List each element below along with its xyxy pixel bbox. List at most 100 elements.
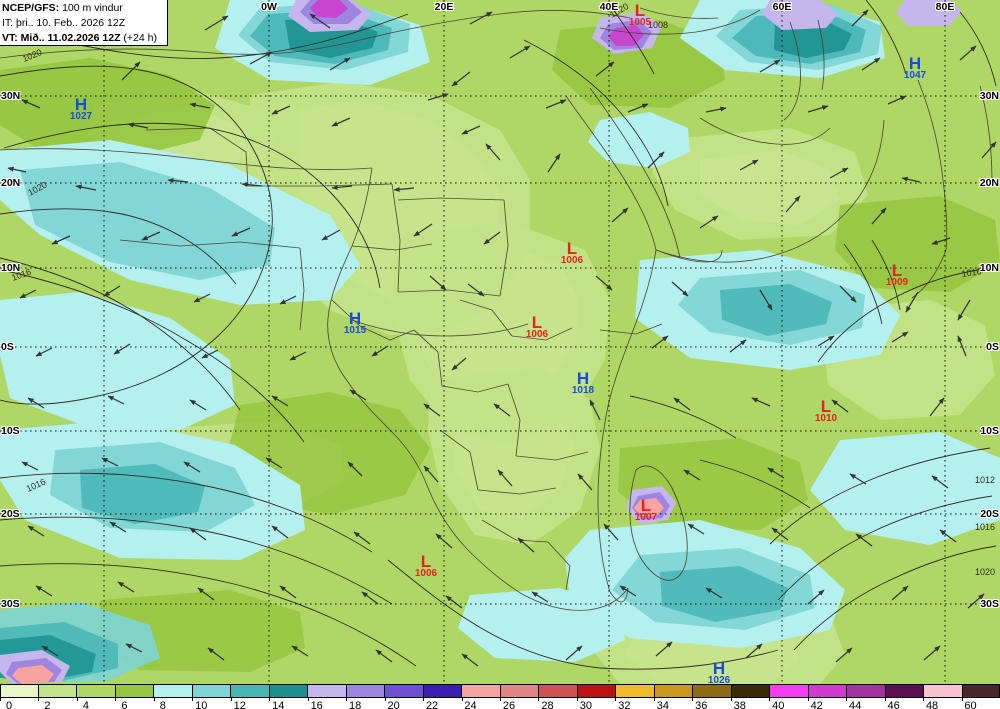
colorbar-band[interactable] bbox=[38, 684, 77, 698]
colorbar-tick-label: 32 bbox=[618, 700, 631, 709]
coastlines bbox=[0, 7, 993, 611]
latitude-label: 20N bbox=[979, 177, 999, 189]
field-label: 100 m vindur bbox=[62, 2, 123, 14]
valid-time-value: VT: Mið.. 11.02.2026 12Z bbox=[2, 32, 121, 44]
colorbar-band[interactable] bbox=[500, 684, 539, 698]
colorbar-legend[interactable]: 0 2 4 6 8 10 12 14 16 18 20 22 24 26 28 30 32 34 36 38 40 42 4… bbox=[0, 684, 1000, 709]
colorbar-tick-label: 44 bbox=[849, 700, 862, 709]
longitude-label: 20E bbox=[434, 1, 454, 13]
colorbar-bands[interactable] bbox=[0, 684, 1000, 698]
colorbar-tick bbox=[653, 697, 655, 701]
latitude-label: 30N bbox=[1, 90, 21, 102]
valid-time-offset: (+24 h) bbox=[120, 32, 157, 44]
colorbar-tick-label: 0 bbox=[5, 700, 13, 709]
isobar-label: 1012 bbox=[975, 475, 995, 485]
colorbar-tick bbox=[230, 697, 232, 701]
colorbar-tick bbox=[423, 697, 425, 701]
colorbar-tick bbox=[192, 697, 194, 701]
colorbar-tick-label: 4 bbox=[82, 700, 89, 709]
wind-arrows bbox=[7, 9, 997, 667]
colorbar-tick bbox=[500, 697, 501, 701]
colorbar-tick-label: 28 bbox=[541, 700, 554, 709]
colorbar-tick bbox=[576, 697, 578, 701]
colorbar-tick-label: 22 bbox=[425, 700, 439, 709]
colorbar-tick-label: 14 bbox=[272, 700, 285, 709]
windfield-band-24 bbox=[12, 498, 664, 684]
colorbar-tick-label: 2 bbox=[44, 700, 51, 709]
isobar-label: 1008 bbox=[648, 20, 668, 30]
model-line: NCEP/GFS: 100 m vindur bbox=[2, 1, 167, 16]
colorbar-band[interactable] bbox=[654, 684, 693, 698]
colorbar-tick bbox=[76, 697, 78, 701]
colorbar-tick bbox=[538, 697, 540, 701]
colorbar-band[interactable] bbox=[115, 684, 154, 698]
colorbar-band[interactable] bbox=[308, 684, 347, 698]
model-info-box: NCEP/GFS: 100 m vindur IT: þri.. 10. Feb… bbox=[0, 0, 168, 46]
colorbar-tick-label: 24 bbox=[464, 700, 477, 709]
colorbar-tick-label: 20 bbox=[387, 700, 400, 709]
latitude-label: 30S bbox=[1, 598, 20, 610]
colorbar-band[interactable] bbox=[693, 684, 732, 698]
windfield-band-40 bbox=[310, 0, 644, 46]
colorbar-ticks: 0 2 4 6 8 10 12 14 16 18 20 22 24 26 28 30 32 34 36 38 40 42 4… bbox=[0, 697, 1000, 709]
colorbar-band[interactable] bbox=[77, 684, 116, 698]
colorbar-band[interactable] bbox=[616, 684, 655, 698]
colorbar-band[interactable] bbox=[423, 684, 462, 698]
colorbar-tick bbox=[153, 697, 155, 701]
isobars bbox=[0, 0, 997, 670]
colorbar-band[interactable] bbox=[808, 684, 847, 698]
colorbar-band[interactable] bbox=[462, 684, 501, 698]
colorbar-tick bbox=[346, 697, 348, 701]
isobar-label: 1016 bbox=[975, 522, 995, 532]
colorbar-band[interactable] bbox=[847, 684, 886, 698]
colorbar-band[interactable] bbox=[577, 684, 616, 698]
colorbar-tick-label: 40 bbox=[772, 700, 785, 709]
colorbar-tick-label: 38 bbox=[733, 700, 746, 709]
colorbar-band[interactable] bbox=[385, 684, 424, 698]
colorbar-tick bbox=[307, 697, 309, 701]
colorbar-tick bbox=[807, 697, 809, 701]
colorbar-band[interactable] bbox=[192, 684, 231, 698]
colorbar-tick-label: 8 bbox=[159, 700, 166, 709]
colorbar-tick bbox=[692, 697, 694, 701]
longitude-label: 80E bbox=[935, 1, 955, 13]
colorbar-band[interactable] bbox=[962, 684, 1000, 698]
latitude-label: 30N bbox=[979, 90, 999, 102]
colorbar-tick bbox=[923, 697, 925, 701]
latitude-label: 10S bbox=[1, 425, 20, 437]
latitude-label: 10N bbox=[979, 262, 999, 274]
model-label: NCEP/GFS: bbox=[2, 2, 60, 14]
valid-time-line: VT: Mið.. 11.02.2026 12Z (+24 h) bbox=[2, 31, 167, 46]
longitude-label: 0W bbox=[261, 1, 277, 13]
colorbar-band[interactable] bbox=[346, 684, 385, 698]
colorbar-band[interactable] bbox=[731, 684, 770, 698]
colorbar-tick bbox=[384, 697, 386, 701]
colorbar-band[interactable] bbox=[539, 684, 578, 698]
longitude-label: 40E bbox=[599, 1, 619, 13]
colorbar-band[interactable] bbox=[885, 684, 924, 698]
colorbar-tick bbox=[846, 697, 848, 701]
colorbar-band[interactable] bbox=[770, 684, 809, 698]
colorbar-tick-label: 60 bbox=[964, 700, 977, 709]
colorbar-tick bbox=[38, 697, 40, 701]
colorbar-band[interactable] bbox=[0, 684, 39, 698]
colorbar-band[interactable] bbox=[231, 684, 270, 698]
coordinate-grid bbox=[0, 0, 1000, 684]
colorbar-band[interactable] bbox=[154, 684, 193, 698]
colorbar-band[interactable] bbox=[924, 684, 963, 698]
latitude-label: 30S bbox=[980, 598, 999, 610]
forecast-map[interactable]: 1020 1020 1016 1016 1012 1016 1020 1016 1020 1008… bbox=[0, 0, 1000, 684]
colorbar-tick-label: 10 bbox=[195, 700, 208, 709]
colorbar-tick-label: 12 bbox=[233, 700, 246, 709]
colorbar-tick bbox=[730, 697, 732, 701]
colorbar-tick-label: 26 bbox=[502, 700, 516, 709]
colorbar-tick-label: 16 bbox=[310, 700, 323, 709]
init-time-line: IT: þri.. 10. Feb.. 2026 12Z bbox=[2, 17, 126, 29]
colorbar-tick bbox=[115, 697, 117, 701]
latitude-label: 20S bbox=[1, 508, 20, 520]
colorbar-band[interactable] bbox=[269, 684, 308, 698]
colorbar-tick-label: 36 bbox=[695, 700, 708, 709]
colorbar-tick bbox=[269, 697, 271, 701]
colorbar-tick bbox=[0, 697, 1, 701]
